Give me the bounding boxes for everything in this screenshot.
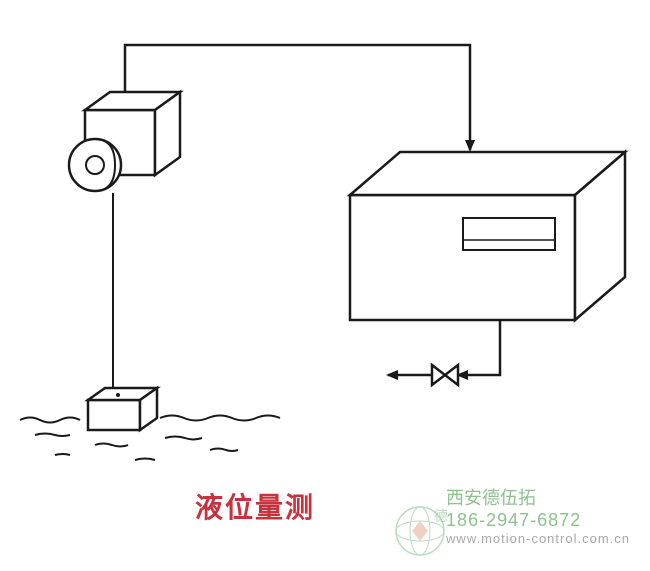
watermark-url: www.motion-control.com.cn — [446, 531, 630, 546]
schematic-svg — [0, 0, 650, 566]
valve-symbol — [415, 365, 458, 385]
watermark-logo-icon — [390, 501, 450, 561]
arrow-into-controller — [465, 140, 475, 152]
diagram-caption: 液位量测 — [195, 486, 315, 526]
watermark-phone: 186-2947-6872 — [446, 510, 630, 531]
float-block — [88, 388, 157, 430]
watermark-block: 西安德伍拓 186-2947-6872 www.motion-control.c… — [446, 484, 630, 546]
cable-bottom — [458, 320, 500, 375]
watermark-company: 西安德伍拓 — [446, 484, 630, 510]
sensor-cylinder — [69, 139, 121, 191]
arrow-out-valve — [386, 370, 398, 380]
controller-box — [350, 152, 625, 320]
diagram-container — [0, 0, 650, 566]
